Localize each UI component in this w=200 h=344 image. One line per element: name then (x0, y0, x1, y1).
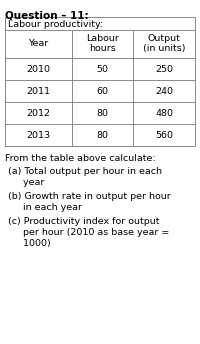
Text: From the table above calculate:: From the table above calculate: (5, 154, 156, 163)
Text: 60: 60 (96, 86, 108, 96)
Text: 2011: 2011 (26, 86, 50, 96)
Text: 80: 80 (96, 130, 108, 140)
Text: (a) Total output per hour in each: (a) Total output per hour in each (8, 167, 162, 176)
Text: 1000): 1000) (8, 239, 51, 248)
Bar (5, 17, 195, 146)
Text: Labour productivity:: Labour productivity: (8, 20, 103, 29)
Text: Question – 11:: Question – 11: (5, 11, 89, 21)
Text: 50: 50 (96, 65, 108, 74)
Text: 240: 240 (155, 86, 173, 96)
Text: (c) Productivity index for output: (c) Productivity index for output (8, 217, 160, 226)
Text: 2013: 2013 (26, 130, 51, 140)
Text: Labour: Labour (86, 34, 119, 43)
Text: hours: hours (89, 44, 116, 53)
Text: 2012: 2012 (26, 108, 50, 118)
Text: 250: 250 (155, 65, 173, 74)
Text: per hour (2010 as base year =: per hour (2010 as base year = (8, 228, 169, 237)
Text: 2010: 2010 (26, 65, 50, 74)
Text: Output: Output (148, 34, 180, 43)
Text: 560: 560 (155, 130, 173, 140)
Text: 480: 480 (155, 108, 173, 118)
Text: year: year (8, 178, 44, 187)
Text: in each year: in each year (8, 203, 82, 212)
Text: 80: 80 (96, 108, 108, 118)
Text: Year: Year (28, 40, 49, 49)
Text: (in units): (in units) (143, 44, 185, 53)
Text: (b) Growth rate in output per hour: (b) Growth rate in output per hour (8, 192, 171, 201)
